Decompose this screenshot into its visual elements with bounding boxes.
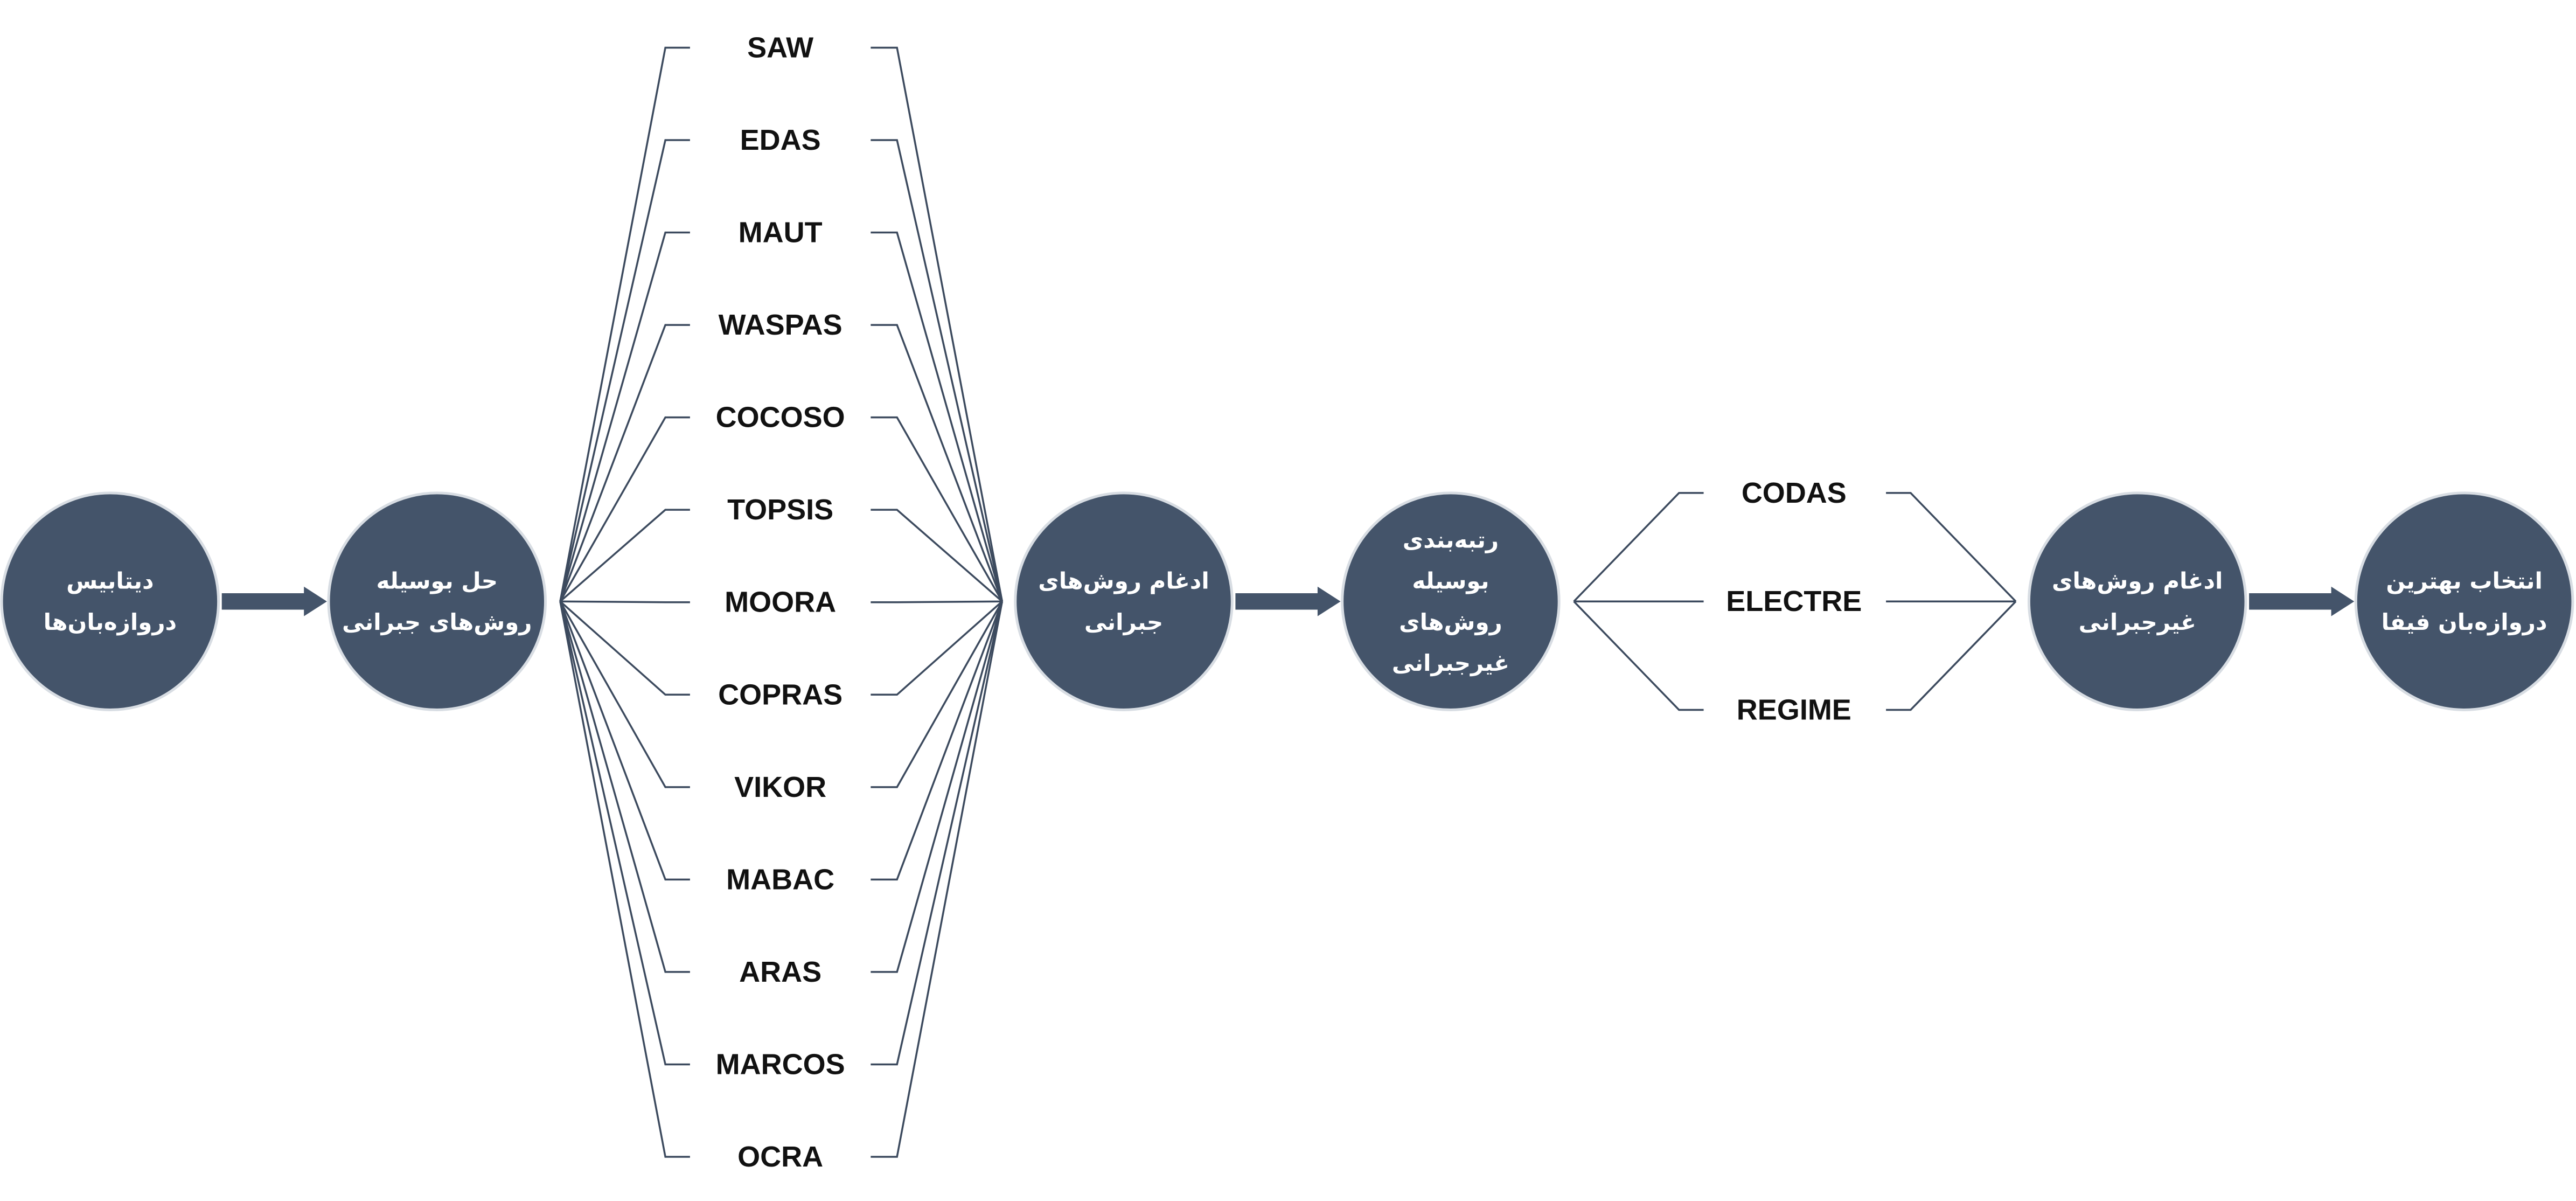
method-label-cocoso: COCOSO [716,401,845,434]
stage-node-compensatory-merge: ادغام روش‌های جبرانی [1014,491,1234,711]
method-label-electre: ELECTRE [1726,585,1862,617]
stage-circle [327,491,547,711]
right-arrow-icon [1235,586,1341,616]
connector-line [871,509,1003,602]
stage-label-line: دروازه‌بان‌ها [44,609,177,636]
method-label-ocra: OCRA [737,1141,823,1173]
connector-line [1886,600,2017,711]
method-label-waspas: WASPAS [719,309,843,341]
method-label-marcos: MARCOS [716,1048,845,1080]
method-label-mabac: MABAC [726,863,834,895]
stage-circle [0,491,220,711]
stage-label-line: بوسیله [1412,568,1489,595]
method-label-regime: REGIME [1737,693,1851,726]
stage-circle [2354,491,2574,711]
connector-line [871,601,1003,788]
connector-line [559,600,690,696]
connector-line [559,231,690,602]
stage-label-line: ادغام روش‌های [1038,568,1209,595]
connector-line [871,416,1003,602]
connector-line [871,601,1003,881]
connector-line [559,601,690,1066]
stage-circle [2027,491,2247,711]
stage-label-line: دروازه‌بان فیفا [2382,609,2547,636]
connector-line [871,601,1004,1158]
connector-line [1886,492,2017,602]
stage-label-line: رتبه‌بندی [1403,526,1499,553]
connector-line [1573,600,1704,711]
method-labels: SAW EDAS MAUT WASPAS COCOSO TOPSIS MOORA COPRAS… [716,31,1862,1173]
connector-line [871,231,1004,602]
connector-line [871,46,1004,602]
method-label-codas: CODAS [1742,477,1847,509]
stage-node-noncompensatory-rank: رتبه‌بندی بوسیله روش‌های غیرجبرانی [1341,491,1561,711]
connector-line [559,46,690,602]
connector-line [559,416,690,602]
stage-node-noncompensatory-merge: ادغام روش‌های غیرجبرانی [2027,491,2247,711]
connector-line [559,324,690,602]
connector-line [1573,492,1704,602]
method-label-maut: MAUT [739,217,823,249]
connector-line [871,600,1003,696]
method-label-topsis: TOPSIS [727,494,833,526]
connector-line [871,601,1004,973]
stage-arrows [221,586,2355,616]
connector-line [871,324,1003,602]
method-label-saw: SAW [747,31,813,64]
right-arrow-icon [2249,586,2355,616]
stage-label-line: انتخاب بهترین [2386,568,2543,595]
connector-line [559,509,690,602]
stage-label-line: ادغام روش‌های [2052,568,2223,595]
stage-circle [1014,491,1234,711]
stage-label-line: غیرجبرانی [2079,609,2196,636]
right-arrow-icon [221,586,327,616]
method-label-aras: ARAS [739,956,821,988]
connector-line [559,601,690,1158]
stage-label-line: غیرجبرانی [1392,650,1509,677]
stage-circle [1341,491,1561,711]
stage-node-compensatory-solve: حل بوسیله روش‌های جبرانی [327,491,547,711]
connector-line [559,601,690,788]
connector-line [560,600,690,603]
stage-nodes: دیتابیس دروازه‌بان‌ها حل بوسیله روش‌های جبر… [0,491,2574,711]
stage-node-best-selection: انتخاب بهترین دروازه‌بان فیفا [2354,491,2574,711]
connector-line [871,600,1002,603]
method-label-edas: EDAS [740,124,821,156]
stage-node-database: دیتابیس دروازه‌بان‌ها [0,491,220,711]
method-label-moora: MOORA [725,586,836,619]
stage-label-line: روش‌های جبرانی [342,609,532,636]
connector-line [559,601,690,881]
connector-line [559,139,690,602]
method-label-vikor: VIKOR [734,771,826,803]
stage-label-line: روش‌های [1399,609,1502,636]
connector-line [871,601,1004,1066]
connector-line [871,139,1004,602]
connector-lines [559,46,2017,1158]
connector-line [559,601,690,973]
stage-label-line: دیتابیس [66,568,154,594]
stage-label-line: حل بوسیله [376,568,498,595]
method-label-copras: COPRAS [718,678,843,711]
stage-label-line: جبرانی [1084,609,1163,636]
